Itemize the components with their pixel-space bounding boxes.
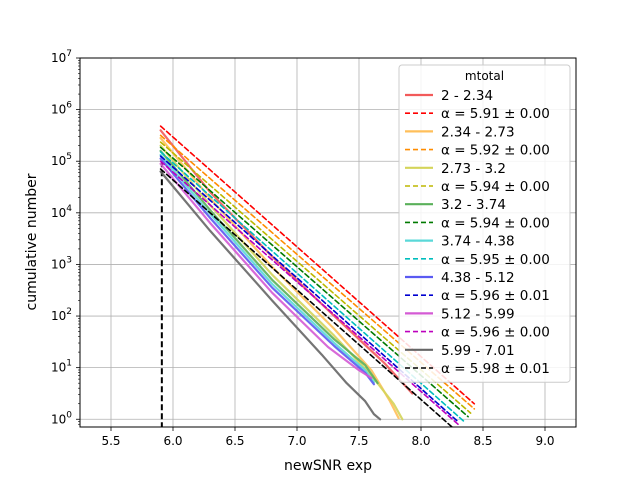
y-tick-label: 105: [51, 152, 72, 168]
y-tick-label: 104: [51, 204, 72, 220]
series-line-15: [159, 168, 453, 427]
x-tick-label: 6.0: [163, 434, 182, 448]
legend-label-7: α = 5.94 ± 0.00: [441, 215, 550, 231]
y-tick-label: 101: [51, 359, 72, 375]
series-line-4: [159, 144, 404, 421]
legend-label-13: α = 5.96 ± 0.00: [441, 325, 550, 341]
series-line-8: [159, 153, 375, 384]
x-tick-label: 8.0: [411, 434, 430, 448]
series-line-2: [159, 136, 400, 420]
legend: mtotal 2 - 2.34 α = 5.91 ± 0.00 2.34 - 2.73…: [398, 64, 571, 383]
legend-label-4: 2.73 - 3.2: [441, 161, 506, 177]
x-axis-ticks: 5.5 6.0 6.5 7.0 7.5 8.0 8.5 9.0: [101, 427, 555, 448]
y-axis-ticks: 100 101 102 103 104 105 106 107: [51, 49, 80, 426]
legend-label-9: α = 5.95 ± 0.00: [441, 252, 550, 268]
legend-label-2: 2.34 - 2.73: [441, 124, 515, 140]
y-tick-label: 102: [51, 307, 72, 323]
legend-label-1: α = 5.91 ± 0.00: [441, 106, 550, 122]
y-tick-label: 103: [51, 255, 72, 271]
series-line-12: [159, 162, 373, 380]
x-tick-label: 5.5: [101, 434, 120, 448]
plot-frame: [79, 57, 577, 428]
legend-box: [398, 64, 571, 383]
legend-label-8: 3.74 - 4.38: [441, 234, 515, 250]
legend-label-5: α = 5.94 ± 0.00: [441, 179, 550, 195]
series-line-0: [159, 129, 414, 395]
legend-label-12: 5.12 - 5.99: [441, 306, 515, 322]
series-line-6: [159, 149, 379, 385]
legend-label-14: 5.99 - 7.01: [441, 343, 515, 359]
legend-label-11: α = 5.96 ± 0.01: [441, 288, 550, 304]
legend-label-0: 2 - 2.34: [441, 88, 493, 104]
legend-label-6: 3.2 - 3.74: [441, 197, 506, 213]
series-line-14: [159, 170, 382, 421]
x-tick-label: 6.5: [225, 434, 244, 448]
y-tick-label: 107: [51, 49, 72, 65]
series-line-5: [159, 141, 472, 414]
x-tick-label: 8.5: [473, 434, 492, 448]
y-tick-label: 106: [51, 101, 72, 117]
legend-label-15: α = 5.98 ± 0.01: [441, 361, 550, 377]
y-tick-label: 100: [51, 410, 72, 426]
legend-title: mtotal: [465, 69, 504, 83]
legend-label-10: 4.38 - 5.12: [441, 270, 515, 286]
x-tick-label: 9.0: [535, 434, 554, 448]
x-tick-label: 7.0: [287, 434, 306, 448]
legend-label-3: α = 5.92 ± 0.00: [441, 143, 550, 159]
y-axis-label: cumulative number: [24, 173, 40, 310]
x-axis-label: newSNR exp: [284, 458, 372, 474]
x-tick-label: 7.5: [349, 434, 368, 448]
